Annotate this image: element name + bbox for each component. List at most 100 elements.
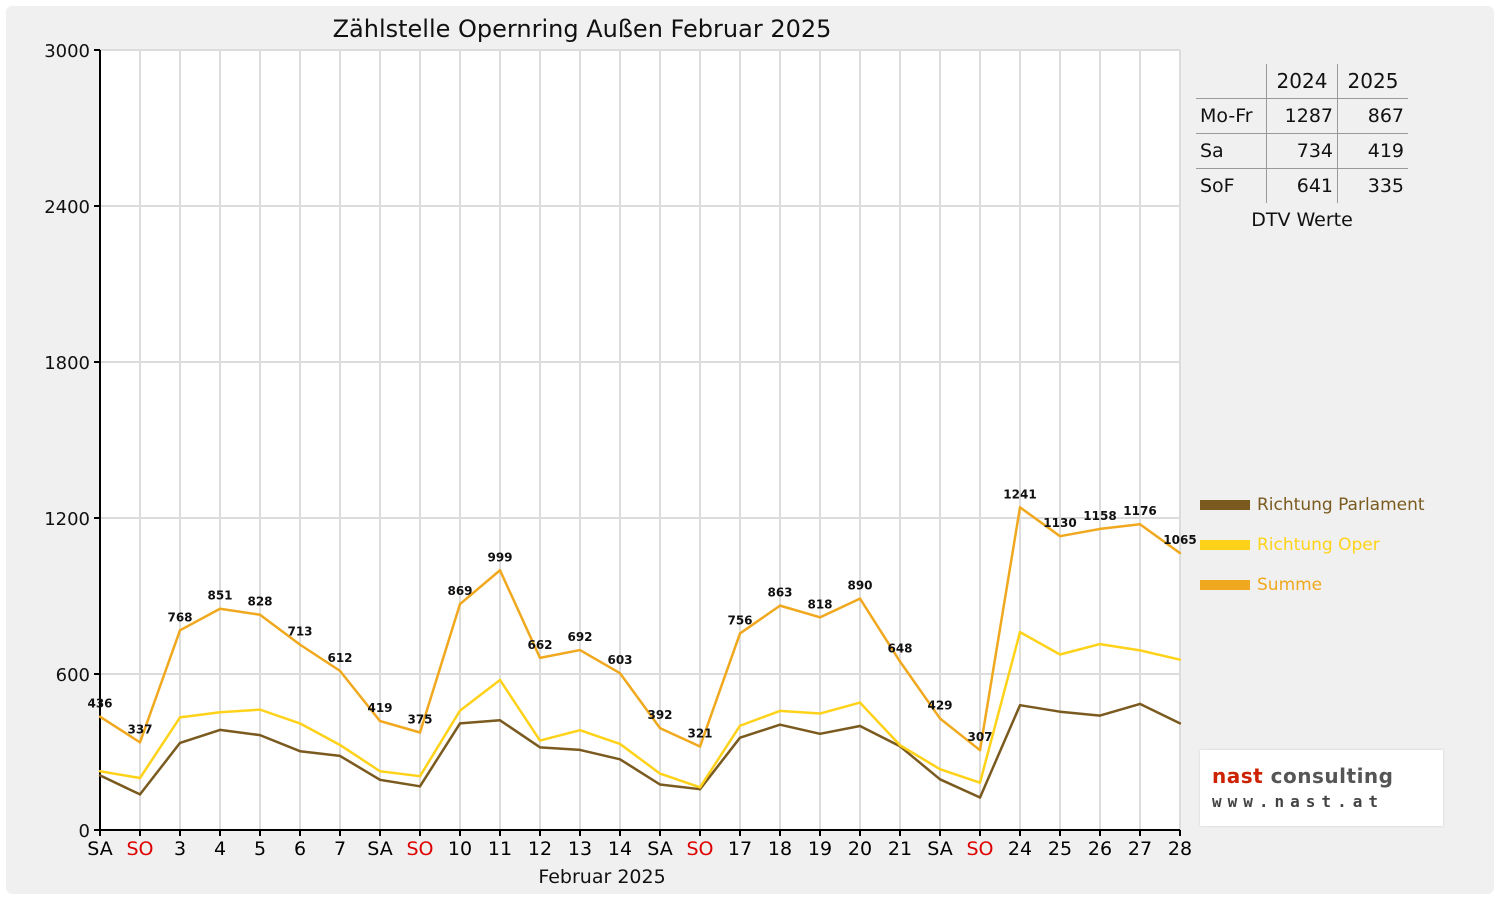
data-label: 337 bbox=[127, 722, 152, 736]
y-tick-label: 1800 bbox=[44, 353, 90, 374]
data-point bbox=[978, 748, 982, 752]
data-point bbox=[458, 602, 462, 606]
data-point bbox=[258, 613, 262, 616]
legend-item-summe: Summe bbox=[1200, 574, 1322, 596]
data-point bbox=[378, 719, 382, 723]
data-label: 828 bbox=[247, 595, 272, 609]
legend-swatch bbox=[1200, 540, 1250, 550]
data-point bbox=[818, 732, 822, 735]
data-point bbox=[978, 781, 982, 784]
x-tick-label: 21 bbox=[888, 838, 912, 860]
legend-item-parlament: Richtung Parlament bbox=[1200, 494, 1425, 516]
data-label: 419 bbox=[367, 701, 392, 715]
y-tick-label: 3000 bbox=[44, 41, 90, 62]
data-label: 863 bbox=[767, 586, 792, 600]
dtv-row-label: Mo-Fr bbox=[1196, 98, 1267, 134]
dtv-row-label: SoF bbox=[1196, 168, 1267, 203]
x-tick-label: SA bbox=[367, 838, 392, 860]
data-label: 756 bbox=[727, 613, 752, 627]
legend-swatch bbox=[1200, 500, 1250, 510]
data-point bbox=[178, 629, 182, 632]
data-label: 692 bbox=[567, 630, 592, 644]
legend-label: Summe bbox=[1257, 575, 1323, 595]
data-label: 307 bbox=[967, 730, 992, 744]
legend-item-oper: Richtung Oper bbox=[1200, 534, 1380, 556]
x-tick-label: 4 bbox=[214, 838, 226, 860]
data-point bbox=[98, 715, 102, 718]
data-point bbox=[658, 726, 662, 730]
data-point bbox=[98, 774, 102, 777]
dtv-col-2025: 2025 bbox=[1337, 64, 1408, 99]
x-tick-label: 20 bbox=[848, 838, 872, 860]
dtv-value: 419 bbox=[1337, 133, 1408, 169]
data-point bbox=[418, 774, 422, 778]
logo-name-part1: nast bbox=[1212, 764, 1264, 788]
x-tick-label: 6 bbox=[294, 838, 306, 860]
data-point bbox=[298, 722, 302, 725]
data-point bbox=[858, 701, 862, 704]
x-tick-label: 3 bbox=[174, 838, 186, 860]
data-label: 713 bbox=[287, 625, 312, 639]
dtv-corner bbox=[1196, 64, 1267, 99]
data-point bbox=[1018, 506, 1022, 509]
data-label: 818 bbox=[807, 597, 832, 611]
data-point bbox=[138, 741, 142, 744]
data-point bbox=[138, 776, 142, 780]
dtv-value: 867 bbox=[1337, 98, 1408, 134]
dtv-caption: DTV Werte bbox=[1251, 209, 1353, 231]
data-point bbox=[538, 656, 542, 660]
data-point bbox=[498, 719, 502, 722]
dtv-table: 2024 2025 Mo-Fr 1287 867 Sa 734 419 SoF … bbox=[1196, 64, 1408, 203]
x-tick-label: SA bbox=[87, 838, 112, 860]
data-point bbox=[178, 716, 182, 719]
x-tick-label: 12 bbox=[528, 838, 552, 860]
data-point bbox=[858, 597, 862, 600]
data-label: 869 bbox=[447, 584, 472, 598]
data-label: 612 bbox=[327, 651, 352, 665]
data-point bbox=[338, 669, 342, 673]
data-label: 392 bbox=[647, 708, 672, 722]
data-point bbox=[1018, 704, 1022, 707]
dtv-row-sof: SoF 641 335 bbox=[1196, 168, 1408, 203]
data-point bbox=[1138, 702, 1142, 706]
data-point bbox=[258, 708, 262, 711]
grid-layer bbox=[100, 49, 1181, 830]
x-tick-label: 25 bbox=[1048, 838, 1072, 860]
dtv-row-mofr: Mo-Fr 1287 867 bbox=[1196, 98, 1408, 134]
data-label: 375 bbox=[407, 713, 432, 727]
data-point bbox=[778, 709, 782, 713]
logo-url: www.nast.at bbox=[1212, 792, 1384, 811]
data-point bbox=[938, 767, 942, 771]
data-point bbox=[778, 604, 782, 607]
x-tick-label: 27 bbox=[1128, 838, 1152, 860]
x-tick-label: SO bbox=[966, 838, 993, 860]
x-tick-label: 17 bbox=[728, 838, 752, 860]
x-tick-label: 26 bbox=[1088, 838, 1112, 860]
axis-layer: 0 600 1200 1800 2400 3000 SA SO 3 4 5 6 7 SA SO 10 11 12 1… bbox=[44, 41, 1192, 860]
data-point bbox=[618, 758, 622, 761]
data-point bbox=[458, 709, 462, 712]
data-label: 662 bbox=[527, 638, 552, 652]
plot-area bbox=[100, 50, 1180, 830]
data-label: 890 bbox=[847, 579, 872, 593]
data-point bbox=[698, 786, 702, 789]
data-point bbox=[98, 770, 102, 773]
data-point bbox=[1098, 714, 1102, 717]
data-point bbox=[458, 722, 462, 725]
data-point bbox=[498, 678, 502, 682]
x-tick-label: 11 bbox=[488, 838, 512, 860]
data-point bbox=[738, 736, 742, 739]
data-point bbox=[378, 770, 382, 773]
data-point bbox=[298, 643, 302, 646]
data-point bbox=[138, 793, 142, 796]
data-point bbox=[578, 648, 582, 652]
data-point bbox=[498, 569, 502, 572]
y-tick-label: 0 bbox=[79, 821, 90, 842]
data-point bbox=[1138, 649, 1142, 652]
data-point bbox=[898, 660, 902, 663]
data-point bbox=[258, 733, 262, 737]
x-tick-label: 10 bbox=[448, 838, 472, 860]
data-point bbox=[1098, 642, 1102, 646]
data-point bbox=[818, 616, 822, 619]
logo-name: nast consulting bbox=[1212, 764, 1393, 788]
